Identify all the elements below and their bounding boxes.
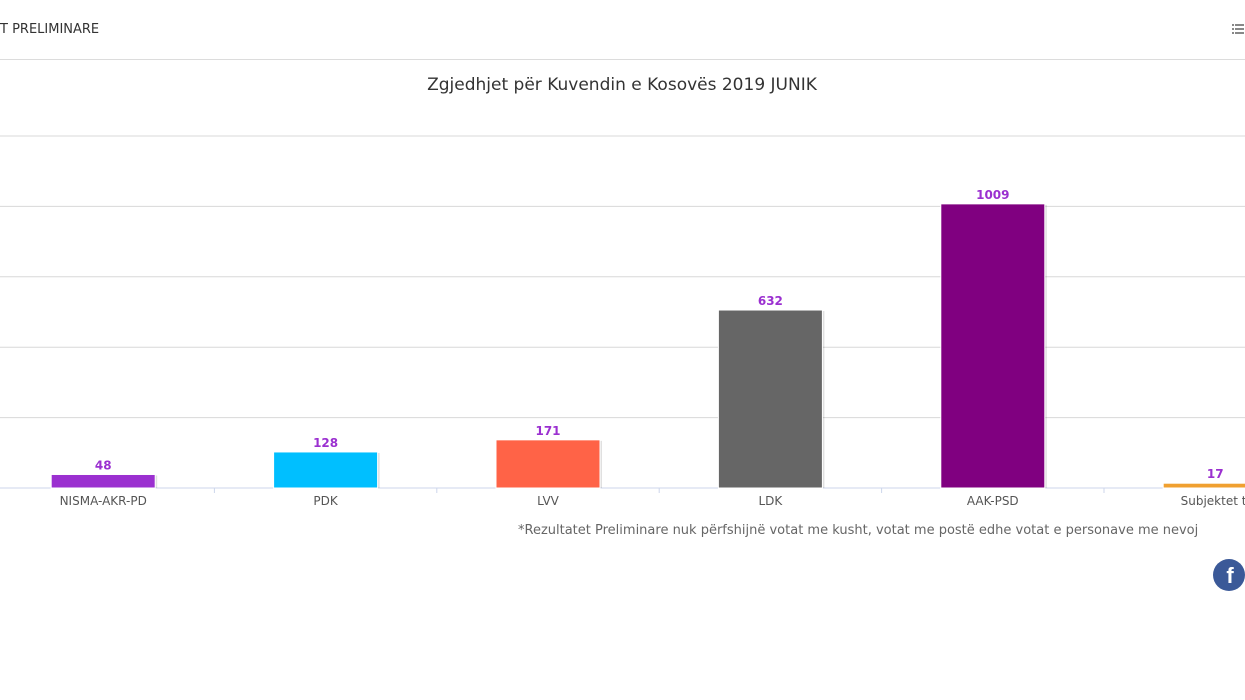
- footnote: *Rezultatet Preliminare nuk përfshijnë v…: [518, 523, 1199, 538]
- svg-text:f: f: [1226, 563, 1234, 588]
- header-title: T PRELIMINARE: [0, 22, 100, 37]
- x-tick-label: PDK: [313, 494, 338, 508]
- chart-header: T PRELIMINARE: [0, 0, 1245, 60]
- facebook-share-icon[interactable]: f: [1213, 559, 1245, 591]
- x-tick-label: AAK-PSD: [967, 494, 1019, 508]
- bar-subjektet-tj[interactable]: [1162, 482, 1245, 489]
- chart-title: Zgjedhjet për Kuvendin e Kosovës 2019 JU…: [427, 75, 818, 95]
- x-tick-label: LDK: [759, 494, 784, 508]
- data-label: 128: [313, 436, 338, 450]
- bar-aak-psd[interactable]: [940, 203, 1046, 489]
- bar-lvv[interactable]: [495, 439, 601, 489]
- data-label: 17: [1207, 467, 1224, 481]
- x-tick-label: Subjektet tj: [1181, 494, 1245, 508]
- data-label: 48: [95, 458, 112, 472]
- x-tick-label: LVV: [537, 494, 560, 508]
- x-tick-label: NISMA-AKR-PD: [60, 494, 147, 508]
- bar-pdk[interactable]: [273, 451, 379, 489]
- data-label: 1009: [976, 188, 1009, 202]
- bar-chart: Zgjedhjet për Kuvendin e Kosovës 2019 JU…: [0, 75, 1245, 508]
- data-label: 171: [535, 424, 560, 438]
- bar-nisma-akr-pd[interactable]: [50, 473, 156, 489]
- menu-icon[interactable]: [1232, 23, 1244, 36]
- bar-ldk[interactable]: [717, 309, 823, 489]
- data-label: 632: [758, 294, 783, 308]
